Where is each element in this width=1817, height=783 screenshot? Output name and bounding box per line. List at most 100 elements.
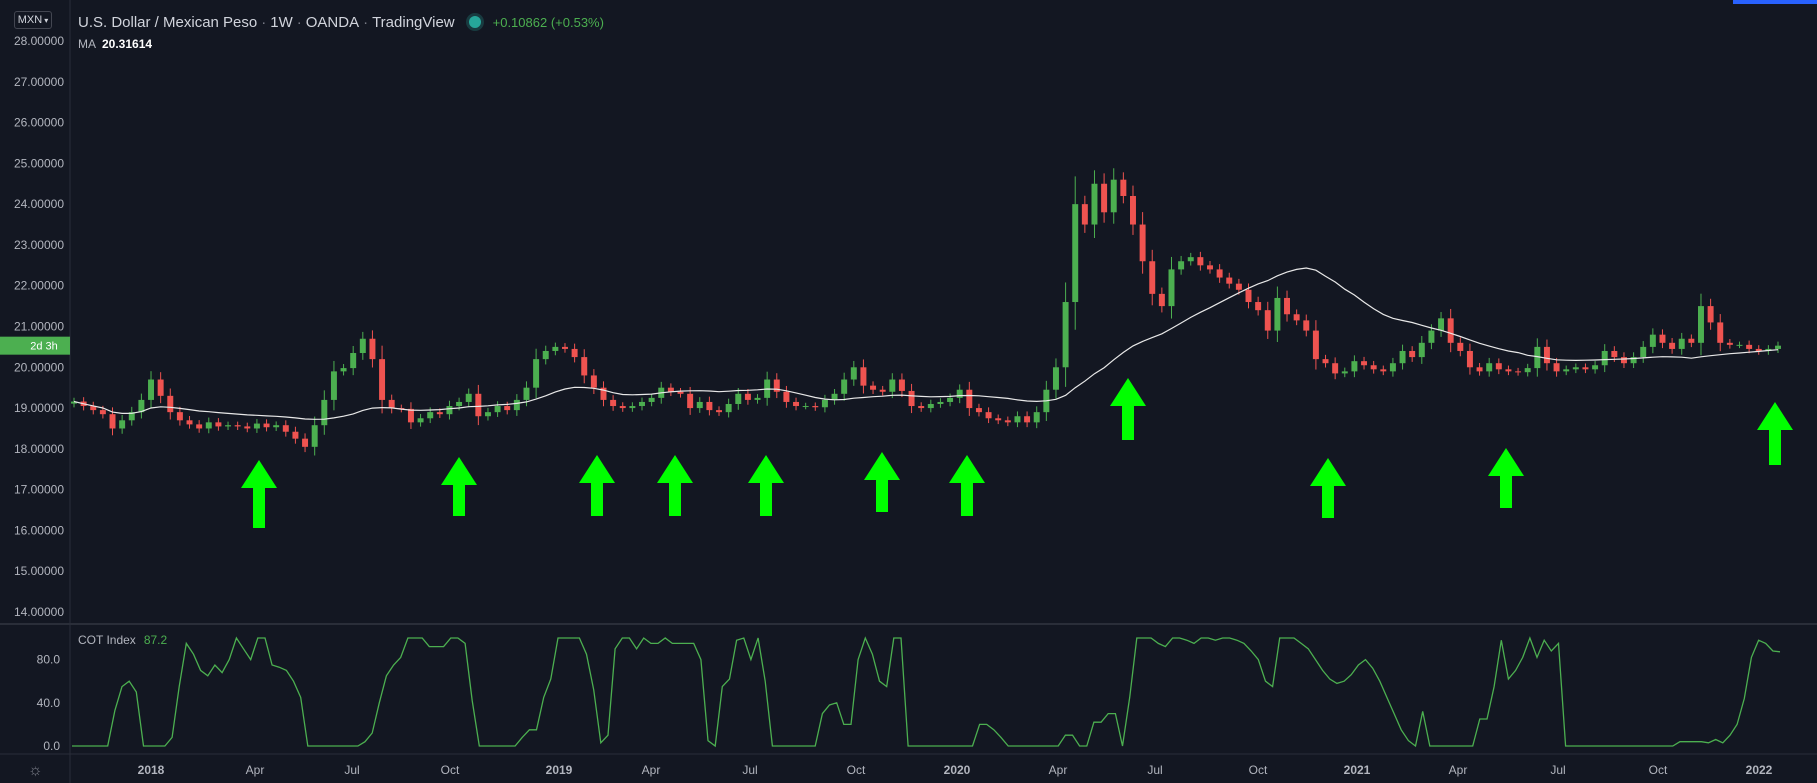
candle-body <box>1197 257 1204 266</box>
up-arrow-icon <box>579 455 615 516</box>
candle-body <box>330 371 337 400</box>
time-tick-label: Jul <box>1147 763 1162 777</box>
candle-body <box>1553 363 1560 372</box>
time-tick-label: Jul <box>742 763 757 777</box>
candle-body <box>225 425 232 427</box>
candle-body <box>677 391 684 394</box>
candle-body <box>167 395 174 413</box>
time-tick-label: Apr <box>246 763 265 777</box>
time-tick-label: Jul <box>344 763 359 777</box>
candle-body <box>956 389 963 398</box>
candle-body <box>898 379 905 391</box>
symbol-selector-label: MXN <box>17 14 43 26</box>
price-tick-label: 22.00000 <box>14 279 64 293</box>
candle-body <box>350 353 357 369</box>
candle-body <box>687 393 694 409</box>
candle-body <box>1669 342 1676 349</box>
candle-body <box>995 418 1002 421</box>
candle-body <box>1563 369 1570 372</box>
candle-body <box>1332 363 1339 374</box>
candle-body <box>128 412 135 421</box>
candle-body <box>1524 368 1531 373</box>
candle-body <box>1572 367 1579 370</box>
candle-body <box>639 401 645 407</box>
ma-legend[interactable]: MA 20.31614 <box>78 37 152 51</box>
candle-body <box>1775 345 1781 349</box>
price-tick-label: 17.00000 <box>14 483 64 497</box>
time-tick-label: Oct <box>1249 763 1268 777</box>
candle-body <box>1476 367 1483 372</box>
candle-body <box>735 393 742 404</box>
candle-body <box>186 420 193 425</box>
candle-body <box>985 412 992 419</box>
chevron-down-icon: ▾ <box>44 15 49 25</box>
up-arrow-icon <box>1757 402 1793 465</box>
cot-tick-label: 40.0 <box>37 696 61 710</box>
candle-body <box>215 422 222 427</box>
market-status-icon[interactable] <box>468 16 481 28</box>
candle-body <box>725 403 732 413</box>
separator-dot-2: · <box>296 13 302 31</box>
top-accent-bar <box>1733 0 1817 4</box>
candle-body <box>744 393 751 400</box>
candle-body <box>427 412 434 419</box>
candle-body <box>783 391 790 402</box>
up-arrow-icon <box>1110 378 1146 440</box>
candle-body <box>1072 204 1079 303</box>
candle-body <box>812 406 819 408</box>
candle-body <box>157 379 164 396</box>
candle-body <box>610 399 617 407</box>
cot-legend[interactable]: COT Index 87.2 <box>78 633 167 647</box>
separator-dot-1: · <box>261 13 267 31</box>
countdown-badge-text: 2d 3h <box>30 341 58 353</box>
candle-body <box>716 410 723 413</box>
time-tick-label: Jul <box>1550 763 1565 777</box>
candle-body <box>456 401 463 407</box>
candle-body <box>292 431 299 439</box>
candle-body <box>1389 363 1396 372</box>
candle-body <box>1081 204 1088 225</box>
candle-body <box>234 425 241 427</box>
symbol-selector-button[interactable]: MXN ▾ <box>14 11 52 29</box>
gear-icon[interactable]: ☼ <box>28 762 43 779</box>
candle-body <box>966 389 973 409</box>
candle-body <box>619 406 626 409</box>
price-tick-label: 28.00000 <box>14 34 64 48</box>
price-tick-label: 16.00000 <box>14 523 64 537</box>
candle-body <box>1495 363 1502 370</box>
time-tick-label: 2019 <box>546 763 573 777</box>
candle-body <box>321 399 328 426</box>
candle-body <box>1630 357 1637 364</box>
candle-body <box>1216 269 1223 278</box>
up-arrow-icon <box>441 457 477 516</box>
candle-body <box>1447 318 1454 343</box>
candle-body <box>1697 306 1704 343</box>
candle-body <box>99 410 106 415</box>
time-tick-label: Apr <box>1049 763 1068 777</box>
candle-body <box>706 401 713 411</box>
candle-body <box>388 399 395 409</box>
candle-body <box>1466 350 1473 368</box>
symbol-title[interactable]: U.S. Dollar / Mexican Peso <box>78 13 258 31</box>
price-tick-label: 21.00000 <box>14 320 64 334</box>
candle-body <box>1351 361 1358 372</box>
up-arrow-icon <box>1310 458 1346 518</box>
up-arrow-icon <box>1488 448 1524 508</box>
candle-body <box>937 401 944 404</box>
candle-body <box>1736 344 1743 346</box>
candle-body <box>667 387 674 392</box>
candle-body <box>1312 330 1319 360</box>
candle-body <box>831 393 838 400</box>
interval-label[interactable]: 1W <box>270 13 293 31</box>
time-tick-label: Oct <box>1649 763 1668 777</box>
candle-body <box>1178 261 1185 270</box>
candle-body <box>1004 420 1011 423</box>
candle-body <box>1707 306 1714 323</box>
candle-body <box>1284 297 1291 315</box>
candle-body <box>1409 350 1416 358</box>
candle-body <box>696 401 703 409</box>
candle-body <box>975 408 982 413</box>
candle-body <box>1101 183 1108 213</box>
candle-body <box>1245 289 1252 303</box>
